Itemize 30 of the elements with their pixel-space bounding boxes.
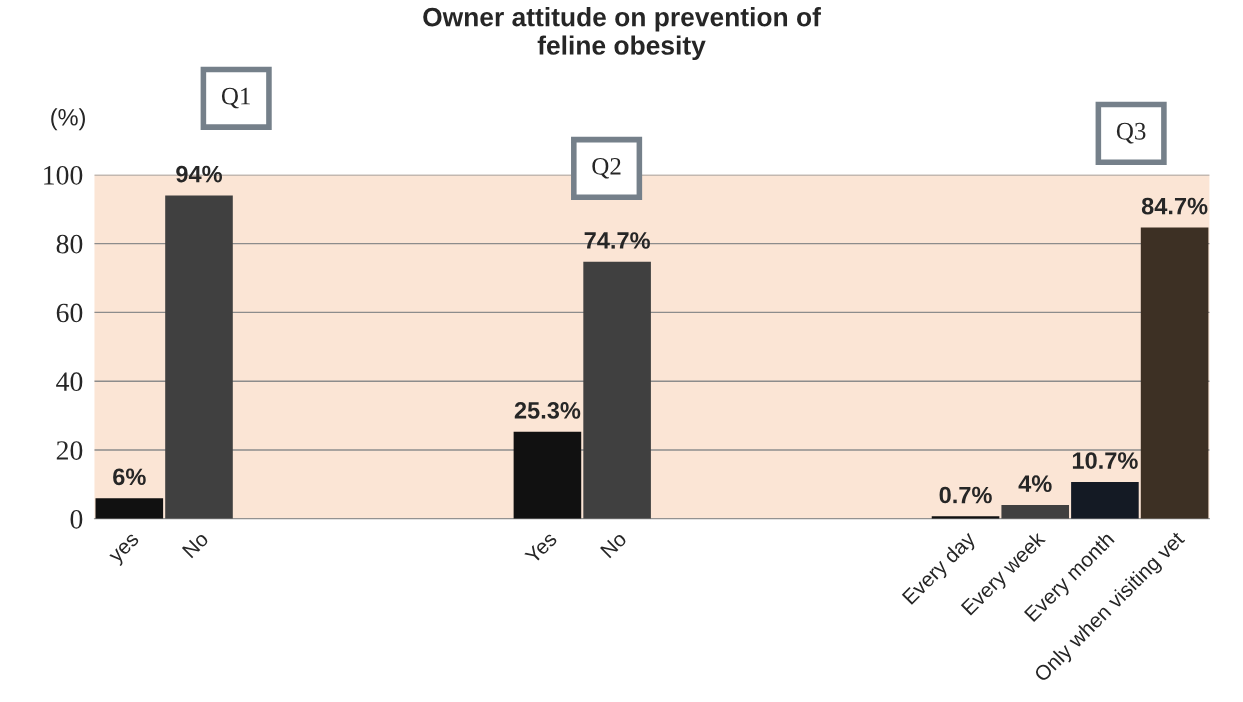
bar bbox=[95, 498, 164, 519]
y-tick-label: 20 bbox=[56, 441, 83, 460]
annotation: Q2 bbox=[592, 157, 621, 179]
x-tick-label: Yes bbox=[524, 530, 558, 565]
data-label: 84.7% bbox=[1141, 197, 1208, 215]
data-label: 25.3% bbox=[514, 402, 581, 419]
y-tick-label: 100 bbox=[44, 165, 83, 185]
y-tick-label: 60 bbox=[56, 303, 83, 323]
x-tick-label: No bbox=[181, 531, 210, 559]
bar bbox=[1071, 481, 1139, 519]
bar bbox=[1140, 227, 1209, 519]
text: Q3 bbox=[1116, 122, 1146, 144]
y-axis-title: (%) bbox=[51, 108, 85, 131]
bar bbox=[1001, 505, 1070, 519]
data-label: 94% bbox=[176, 165, 222, 183]
bar bbox=[165, 195, 233, 519]
x-tick-label: yes bbox=[109, 533, 143, 567]
data-label: 6% bbox=[113, 468, 146, 486]
data-label: 74.7% bbox=[584, 232, 650, 249]
x-tick-label: No bbox=[600, 531, 628, 559]
data-label: 0.7% bbox=[939, 486, 992, 504]
bar bbox=[583, 261, 651, 519]
y-tick-label: 80 bbox=[56, 234, 83, 254]
bar bbox=[513, 431, 582, 519]
y-tick-label: 40 bbox=[56, 372, 83, 392]
text: Q1 bbox=[221, 87, 250, 109]
chart-title: Owner attitude on prevention of feline obesity bbox=[423, 7, 821, 61]
y-tick-label: 0 bbox=[70, 509, 83, 529]
data-label: 4% bbox=[1018, 475, 1052, 492]
data-label: 10.7% bbox=[1072, 452, 1138, 469]
